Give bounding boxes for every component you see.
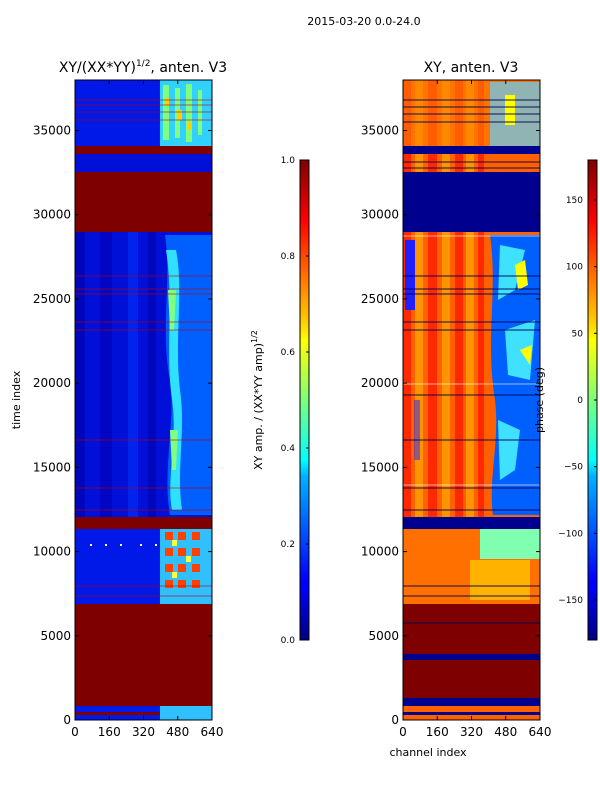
amplitude-y-tick-label: 25000 (33, 292, 71, 306)
amplitude-colorbar-label-sup: 1/2 (250, 330, 259, 343)
phase-colorbar-tick-label: −50 (564, 463, 583, 473)
phase-y-tick-label: 30000 (361, 208, 399, 222)
phase-colorbar-tick-label: −100 (558, 529, 583, 539)
amplitude-x-tick-label: 0 (71, 725, 79, 739)
phase-x-axis-label: channel index (389, 746, 467, 759)
phase-y-tick-label: 0 (391, 713, 399, 727)
phase-colorbar-tick-label: −150 (558, 596, 583, 606)
amplitude-plot-title: XY/(XX*YY)1/2, anten. V3 (59, 59, 227, 76)
phase-y-tick-label: 20000 (361, 376, 399, 390)
phase-y-tick-label: 25000 (361, 292, 399, 306)
figure-suptitle: 2015-03-20 0.0-24.0 (307, 15, 420, 28)
phase-x-tick-label: 640 (529, 725, 552, 739)
amplitude-y-tick-label: 0 (63, 713, 71, 727)
amplitude-heatmap-panel: XY/(XX*YY)1/2, anten. V3 (10, 59, 310, 739)
amplitude-x-tick-label: 640 (201, 725, 224, 739)
amplitude-colorbar-tick-label: 0.2 (281, 540, 295, 550)
phase-y-tick-label: 10000 (361, 545, 399, 559)
phase-y-axis: 0 5000 10000 15000 20000 25000 30000 35000 (361, 124, 540, 727)
phase-colorbar: 150 100 50 0 −50 −100 −150 phase (deg) (533, 159, 598, 641)
amplitude-y-tick-label: 30000 (33, 208, 71, 222)
amplitude-x-tick-label: 160 (98, 725, 121, 739)
phase-colorbar-tick-label: 100 (566, 263, 583, 273)
phase-flagged-band (403, 654, 540, 660)
phase-colorbar-tick-label: 50 (572, 329, 584, 339)
amplitude-colorbar-tick-label: 0.8 (281, 252, 296, 262)
amplitude-y-tick-label: 15000 (33, 460, 71, 474)
amplitude-x-axis: 0 160 320 480 640 (71, 80, 223, 739)
phase-colorbar-tick-label: 150 (566, 196, 583, 206)
phase-flagged-band (403, 172, 540, 232)
amplitude-y-tick-label: 10000 (33, 545, 71, 559)
phase-colorbar-tick-label: 0 (577, 396, 583, 406)
phase-y-tick-label: 5000 (368, 629, 399, 643)
amplitude-colorbar-tick-label: 0.0 (281, 636, 296, 646)
phase-y-tick-label: 35000 (361, 124, 399, 138)
phase-flagged-band (403, 146, 540, 154)
phase-x-tick-label: 320 (460, 725, 483, 739)
amplitude-colorbar-tick-label: 0.6 (281, 348, 296, 358)
amplitude-colorbar-tick-label: 0.4 (281, 444, 296, 454)
phase-x-tick-label: 480 (494, 725, 517, 739)
phase-heatmap-image (403, 80, 540, 720)
amp-saturated-band (75, 146, 212, 154)
phase-x-axis: 0 160 320 480 640 (399, 80, 551, 739)
phase-x-tick-label: 0 (399, 725, 407, 739)
amplitude-plot-title-suffix: , anten. V3 (150, 60, 227, 76)
phase-y-tick-label: 15000 (361, 460, 399, 474)
amp-saturated-band (75, 604, 212, 706)
amp-saturated-band (75, 172, 212, 232)
amplitude-colorbar: 0.0 0.2 0.4 0.6 0.8 1.0 XY amp. / (XX*YY amp)… (250, 156, 310, 646)
amplitude-colorbar-label: XY amp. / (XX*YY amp)1/2 (250, 330, 265, 470)
amplitude-y-axis: 0 5000 10000 15000 20000 25000 30000 35000 (33, 124, 212, 727)
amplitude-y-tick-label: 35000 (33, 124, 71, 138)
phase-heatmap-panel: XY, anten. V3 (361, 60, 598, 759)
amplitude-x-tick-label: 480 (166, 725, 189, 739)
amplitude-y-tick-label: 5000 (40, 629, 71, 643)
amplitude-plot-title-sup: 1/2 (136, 59, 150, 69)
phase-saturated-band (403, 604, 540, 654)
amplitude-y-tick-label: 20000 (33, 376, 71, 390)
amplitude-colorbar-tick-label: 1.0 (281, 156, 296, 166)
phase-flagged-band (403, 698, 540, 706)
phase-plot-title: XY, anten. V3 (424, 60, 519, 76)
phase-colorbar-label: phase (deg) (533, 367, 546, 433)
amplitude-x-tick-label: 320 (132, 725, 155, 739)
phase-x-tick-label: 160 (426, 725, 449, 739)
amplitude-y-axis-label: time index (10, 370, 23, 429)
amplitude-heatmap-image (75, 80, 212, 720)
phase-saturated-band (403, 660, 540, 698)
